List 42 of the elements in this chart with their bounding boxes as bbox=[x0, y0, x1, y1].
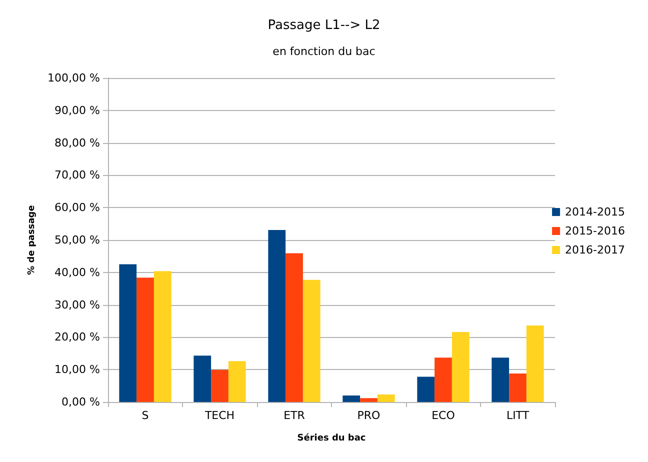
chart-title: Passage L1--> L2 bbox=[268, 18, 380, 33]
legend-label: 2014-2015 bbox=[565, 206, 626, 218]
x-tick-label: S bbox=[142, 409, 149, 422]
y-tick-label: 10,00 % bbox=[54, 363, 100, 376]
bar bbox=[211, 370, 228, 402]
bar bbox=[417, 376, 435, 402]
chart-subtitle: en fonction du bac bbox=[272, 45, 376, 58]
bar bbox=[136, 278, 154, 402]
bar bbox=[286, 253, 303, 402]
y-tick-label: 50,00 % bbox=[54, 234, 100, 246]
y-tick-label: 0,00 % bbox=[62, 396, 100, 408]
bar bbox=[360, 398, 378, 402]
x-tick-label: LITT bbox=[506, 409, 530, 422]
y-tick-label: 90,00 % bbox=[54, 104, 100, 117]
y-tick-label: 60,00 % bbox=[54, 201, 100, 214]
y-tick-label: 100,00 % bbox=[48, 72, 100, 84]
bar bbox=[434, 358, 452, 402]
bar bbox=[228, 361, 246, 402]
y-axis-title: % de passage bbox=[27, 205, 38, 275]
y-tick-label: 80,00 % bbox=[54, 136, 100, 150]
x-tick-label: ECO bbox=[432, 409, 456, 422]
bar bbox=[509, 373, 526, 402]
y-tick-label: 70,00 % bbox=[54, 168, 100, 182]
x-tick-label: ETR bbox=[284, 409, 306, 422]
bar bbox=[377, 394, 395, 402]
bar bbox=[119, 264, 137, 402]
bar bbox=[268, 230, 286, 402]
bar bbox=[492, 358, 510, 402]
bar bbox=[194, 356, 212, 402]
bar bbox=[302, 280, 320, 402]
x-tick-label: PRO bbox=[357, 409, 381, 422]
y-tick-label: 30,00 % bbox=[54, 298, 100, 312]
y-tick-label: 40,00 % bbox=[54, 266, 100, 279]
y-tick-label: 20,00 % bbox=[54, 330, 100, 344]
x-tick-label: TECH bbox=[204, 409, 235, 422]
legend-label: 2015-2016 bbox=[565, 224, 626, 238]
bar bbox=[154, 271, 172, 402]
legend-label: 2016-2017 bbox=[565, 244, 626, 256]
bar bbox=[526, 326, 544, 402]
bar bbox=[452, 332, 470, 402]
x-axis-title: Séries du bac bbox=[297, 432, 366, 444]
bar bbox=[342, 396, 360, 402]
